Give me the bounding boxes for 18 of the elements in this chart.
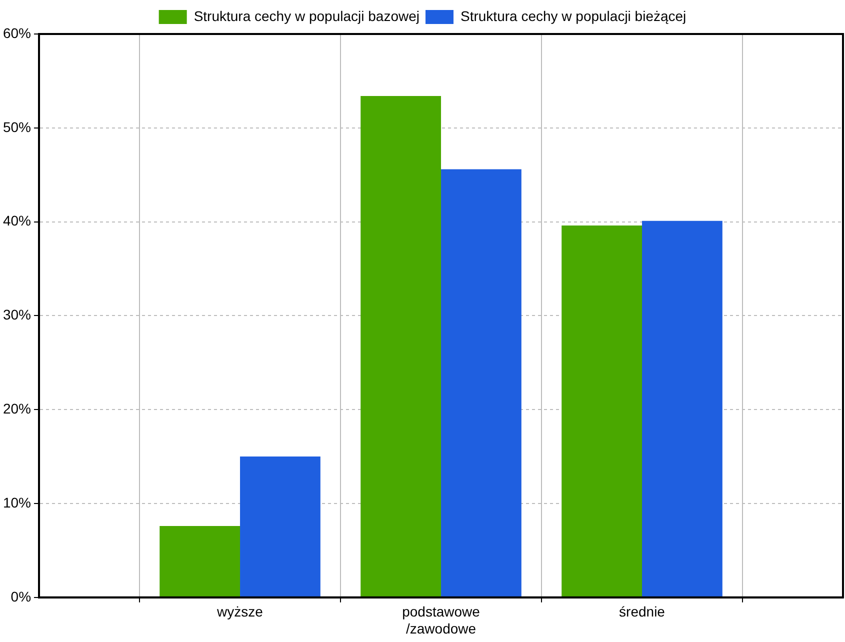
legend-label: Struktura cechy w populacji bazowej: [194, 8, 420, 24]
y-tick-label: 60%: [2, 24, 32, 41]
bar: [562, 226, 642, 597]
y-tick-label: 10%: [2, 494, 32, 510]
y-tick-label: 50%: [2, 118, 32, 135]
bar: [160, 526, 240, 597]
bar: [240, 456, 320, 597]
x-tick-label: wyższe: [216, 604, 264, 620]
y-tick-label: 40%: [2, 212, 32, 229]
x-tick-label: podstawowe /zawodowe: [402, 604, 480, 636]
x-tick-label: średnie: [619, 604, 666, 620]
y-tick-label: 0%: [10, 588, 32, 604]
bar: [360, 96, 442, 597]
legend-label: Struktura cechy w populacji bieżącej: [460, 8, 686, 24]
bar: [642, 220, 722, 597]
y-tick-label: 30%: [2, 306, 32, 323]
bar: [441, 169, 522, 597]
y-tick-label: 20%: [2, 400, 32, 416]
